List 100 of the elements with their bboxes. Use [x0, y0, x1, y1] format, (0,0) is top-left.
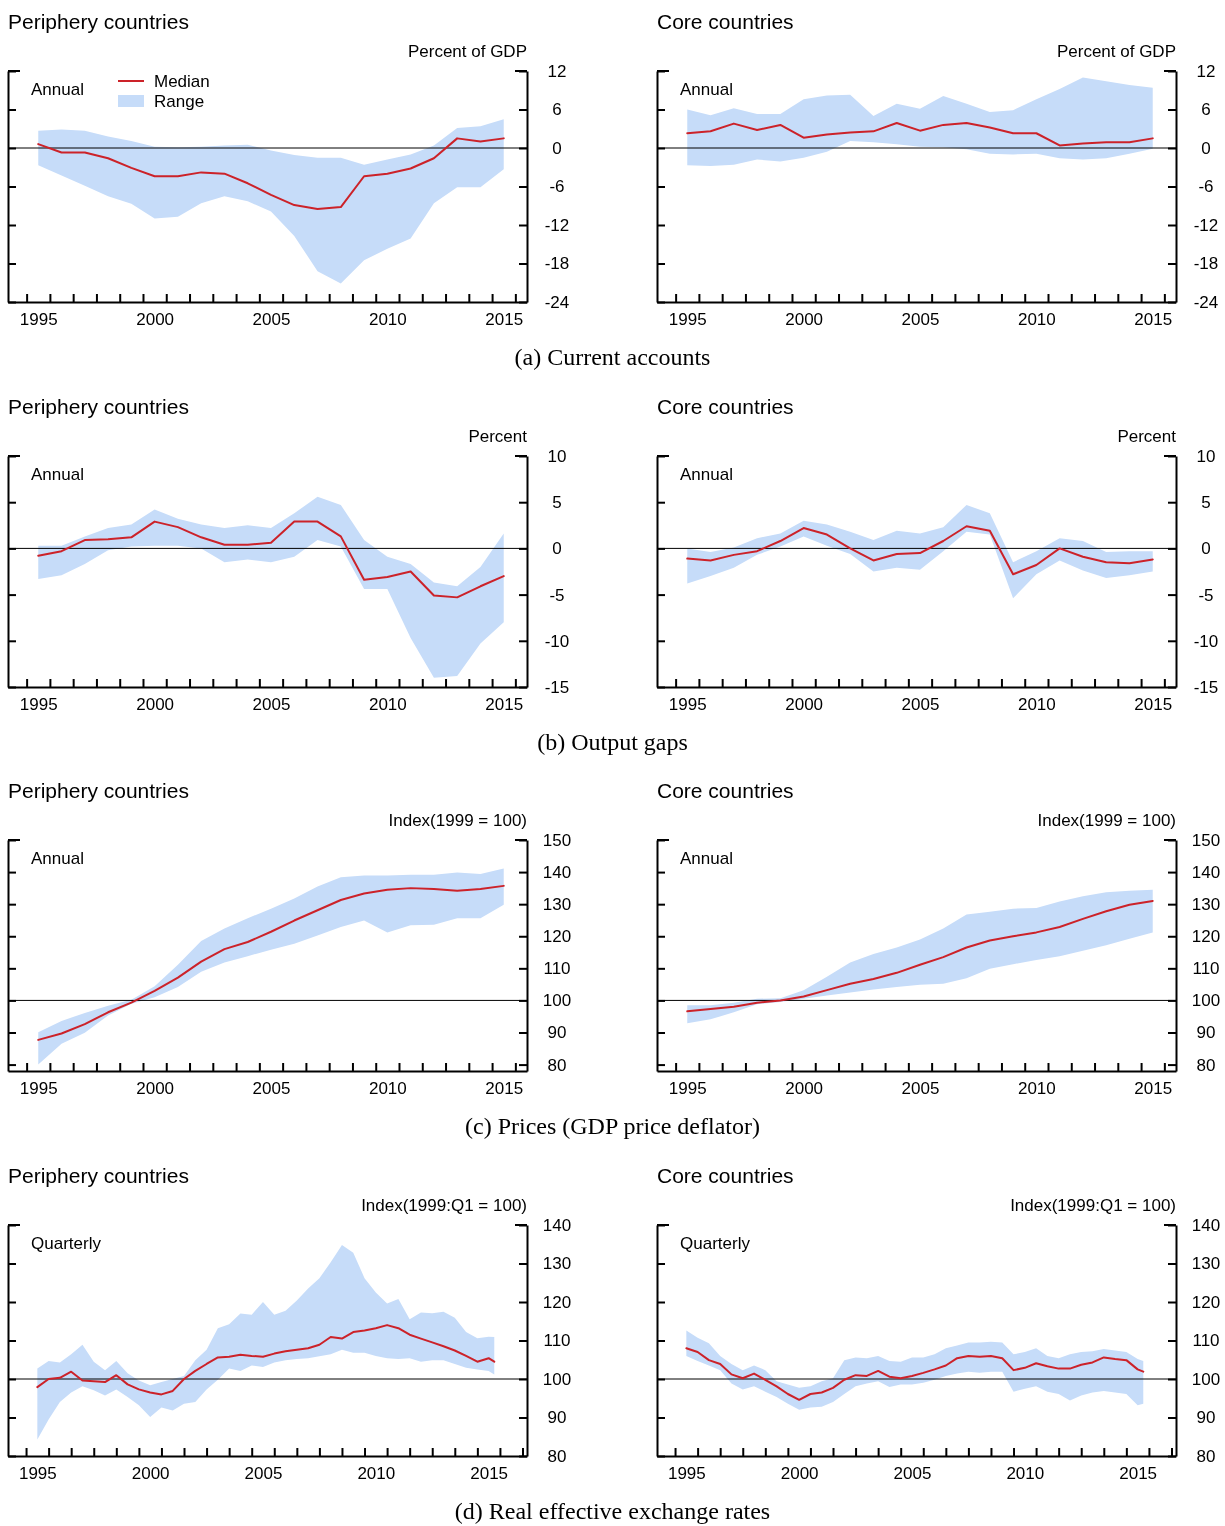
x-tick-label: 2000	[136, 310, 175, 330]
y-tick-label: 0	[552, 138, 562, 158]
y-tick-label: -24	[1193, 292, 1219, 312]
annotation: Quarterly	[680, 1234, 751, 1253]
y-tick-label: -18	[544, 254, 570, 274]
text: (b) Output gaps	[537, 729, 688, 755]
x-tick-label: 2000	[785, 1079, 824, 1099]
y-tick-label: 100	[542, 1369, 572, 1389]
x-tick-label: 2005	[244, 1464, 283, 1484]
y-axis-title: Index(1999 = 100)	[388, 811, 527, 830]
x-tick-label: 1995	[19, 1079, 58, 1099]
x-tick-label: 2000	[785, 310, 824, 330]
y-tick-label: 0	[1201, 539, 1211, 559]
chart-title: Periphery countries	[8, 10, 189, 33]
y-tick-label: -12	[544, 215, 570, 235]
x-tick-label: 2000	[780, 1464, 819, 1484]
y-tick-label: 120	[1191, 927, 1221, 947]
y-tick-label: 100	[542, 991, 572, 1011]
y-tick-label: -6	[549, 177, 565, 197]
y-tick-label: 100	[1191, 1369, 1221, 1389]
y-axis-title: Index(1999:Q1 = 100)	[361, 1196, 527, 1215]
y-tick-label: -18	[1193, 254, 1219, 274]
y-tick-label: 80	[1196, 1055, 1216, 1075]
annotation: Range	[154, 92, 205, 111]
y-tick-label: 5	[552, 493, 562, 513]
x-tick-label: 2015	[1119, 1464, 1158, 1484]
y-tick-label: -10	[1193, 631, 1219, 651]
annotation: Annual	[680, 80, 733, 99]
y-axis-title: Index(1999:Q1 = 100)	[1010, 1196, 1176, 1215]
y-tick-label: 140	[542, 863, 572, 883]
y-tick-label: 6	[1201, 100, 1211, 120]
y-tick-label: 140	[1191, 1215, 1221, 1235]
x-tick-label: 2005	[252, 695, 291, 715]
y-tick-label: 130	[1191, 895, 1221, 915]
y-tick-label: 0	[1201, 138, 1211, 158]
y-tick-label: 90	[1196, 1408, 1216, 1428]
y-tick-label: 12	[1196, 61, 1216, 81]
x-tick-label: 2005	[901, 310, 940, 330]
y-tick-label: 110	[543, 1331, 571, 1351]
y-tick-label: -6	[1198, 177, 1214, 197]
x-tick-label: 1995	[668, 695, 707, 715]
x-tick-label: 2010	[368, 695, 407, 715]
chart-title: Core countries	[657, 395, 794, 418]
x-tick-label: 2005	[901, 1079, 940, 1099]
x-tick-label: 2015	[485, 310, 524, 330]
y-tick-label: 120	[1191, 1292, 1221, 1312]
y-tick-label: 110	[543, 959, 571, 979]
annotation: Annual	[680, 465, 733, 484]
x-tick-label: 2010	[368, 310, 407, 330]
x-tick-label: 2000	[136, 695, 175, 715]
line-series	[37, 884, 505, 1041]
x-tick-label: 2005	[252, 1079, 291, 1099]
y-tick-label: 140	[542, 1215, 572, 1235]
chart-title: Core countries	[657, 1164, 794, 1187]
y-tick-label: 110	[1192, 1331, 1220, 1351]
x-tick-label: 2015	[470, 1464, 509, 1484]
y-axis-title: Percent of GDP	[407, 42, 527, 61]
annotation: Quarterly	[31, 1234, 102, 1253]
y-tick-label: 120	[542, 1292, 572, 1312]
x-tick-label: 2005	[893, 1464, 932, 1484]
x-tick-label: 2015	[485, 695, 524, 715]
annotation: Annual	[31, 465, 84, 484]
x-tick-label: 2015	[1134, 695, 1173, 715]
y-tick-label: 100	[1191, 991, 1221, 1011]
y-tick-label: 140	[1191, 863, 1221, 883]
x-tick-label: 2015	[485, 1079, 524, 1099]
y-axis-title: Index(1999 = 100)	[1037, 811, 1176, 830]
x-tick-label: 1995	[668, 310, 707, 330]
y-tick-label: -12	[1193, 215, 1219, 235]
y-tick-label: -15	[1193, 677, 1219, 697]
annotation: Annual	[31, 80, 84, 99]
x-tick-label: 1995	[668, 1079, 707, 1099]
y-tick-label: 10	[1196, 446, 1216, 466]
text: (a) Current accounts	[514, 344, 711, 370]
y-tick-label: 110	[1192, 959, 1220, 979]
y-tick-label: 90	[547, 1023, 567, 1043]
y-tick-label: -10	[544, 631, 570, 651]
line-series	[686, 525, 1154, 576]
y-tick-label: 90	[547, 1408, 567, 1428]
x-tick-label: 2005	[901, 695, 940, 715]
x-tick-label: 1995	[667, 1464, 706, 1484]
y-tick-label: -5	[1198, 585, 1214, 605]
y-tick-label: 0	[552, 539, 562, 559]
y-axis-title: Percent	[468, 427, 528, 446]
x-tick-label: 1995	[18, 1464, 57, 1484]
text: (c) Prices (GDP price deflator)	[465, 1113, 760, 1139]
y-tick-label: 6	[552, 100, 562, 120]
y-tick-label: 90	[1196, 1023, 1216, 1043]
annotation: Annual	[31, 849, 84, 868]
x-tick-label: 1995	[19, 310, 58, 330]
x-tick-label: 2015	[1134, 1079, 1173, 1099]
chart-title: Core countries	[657, 10, 794, 33]
y-tick-label: 130	[542, 895, 572, 915]
y-tick-label: 12	[547, 61, 567, 81]
x-tick-label: 1995	[19, 695, 58, 715]
y-tick-label: 10	[547, 446, 567, 466]
y-tick-label: 5	[1201, 493, 1211, 513]
text: (d) Real effective exchange rates	[454, 1498, 771, 1524]
y-tick-label: 150	[542, 830, 572, 850]
y-tick-label: -24	[544, 292, 570, 312]
